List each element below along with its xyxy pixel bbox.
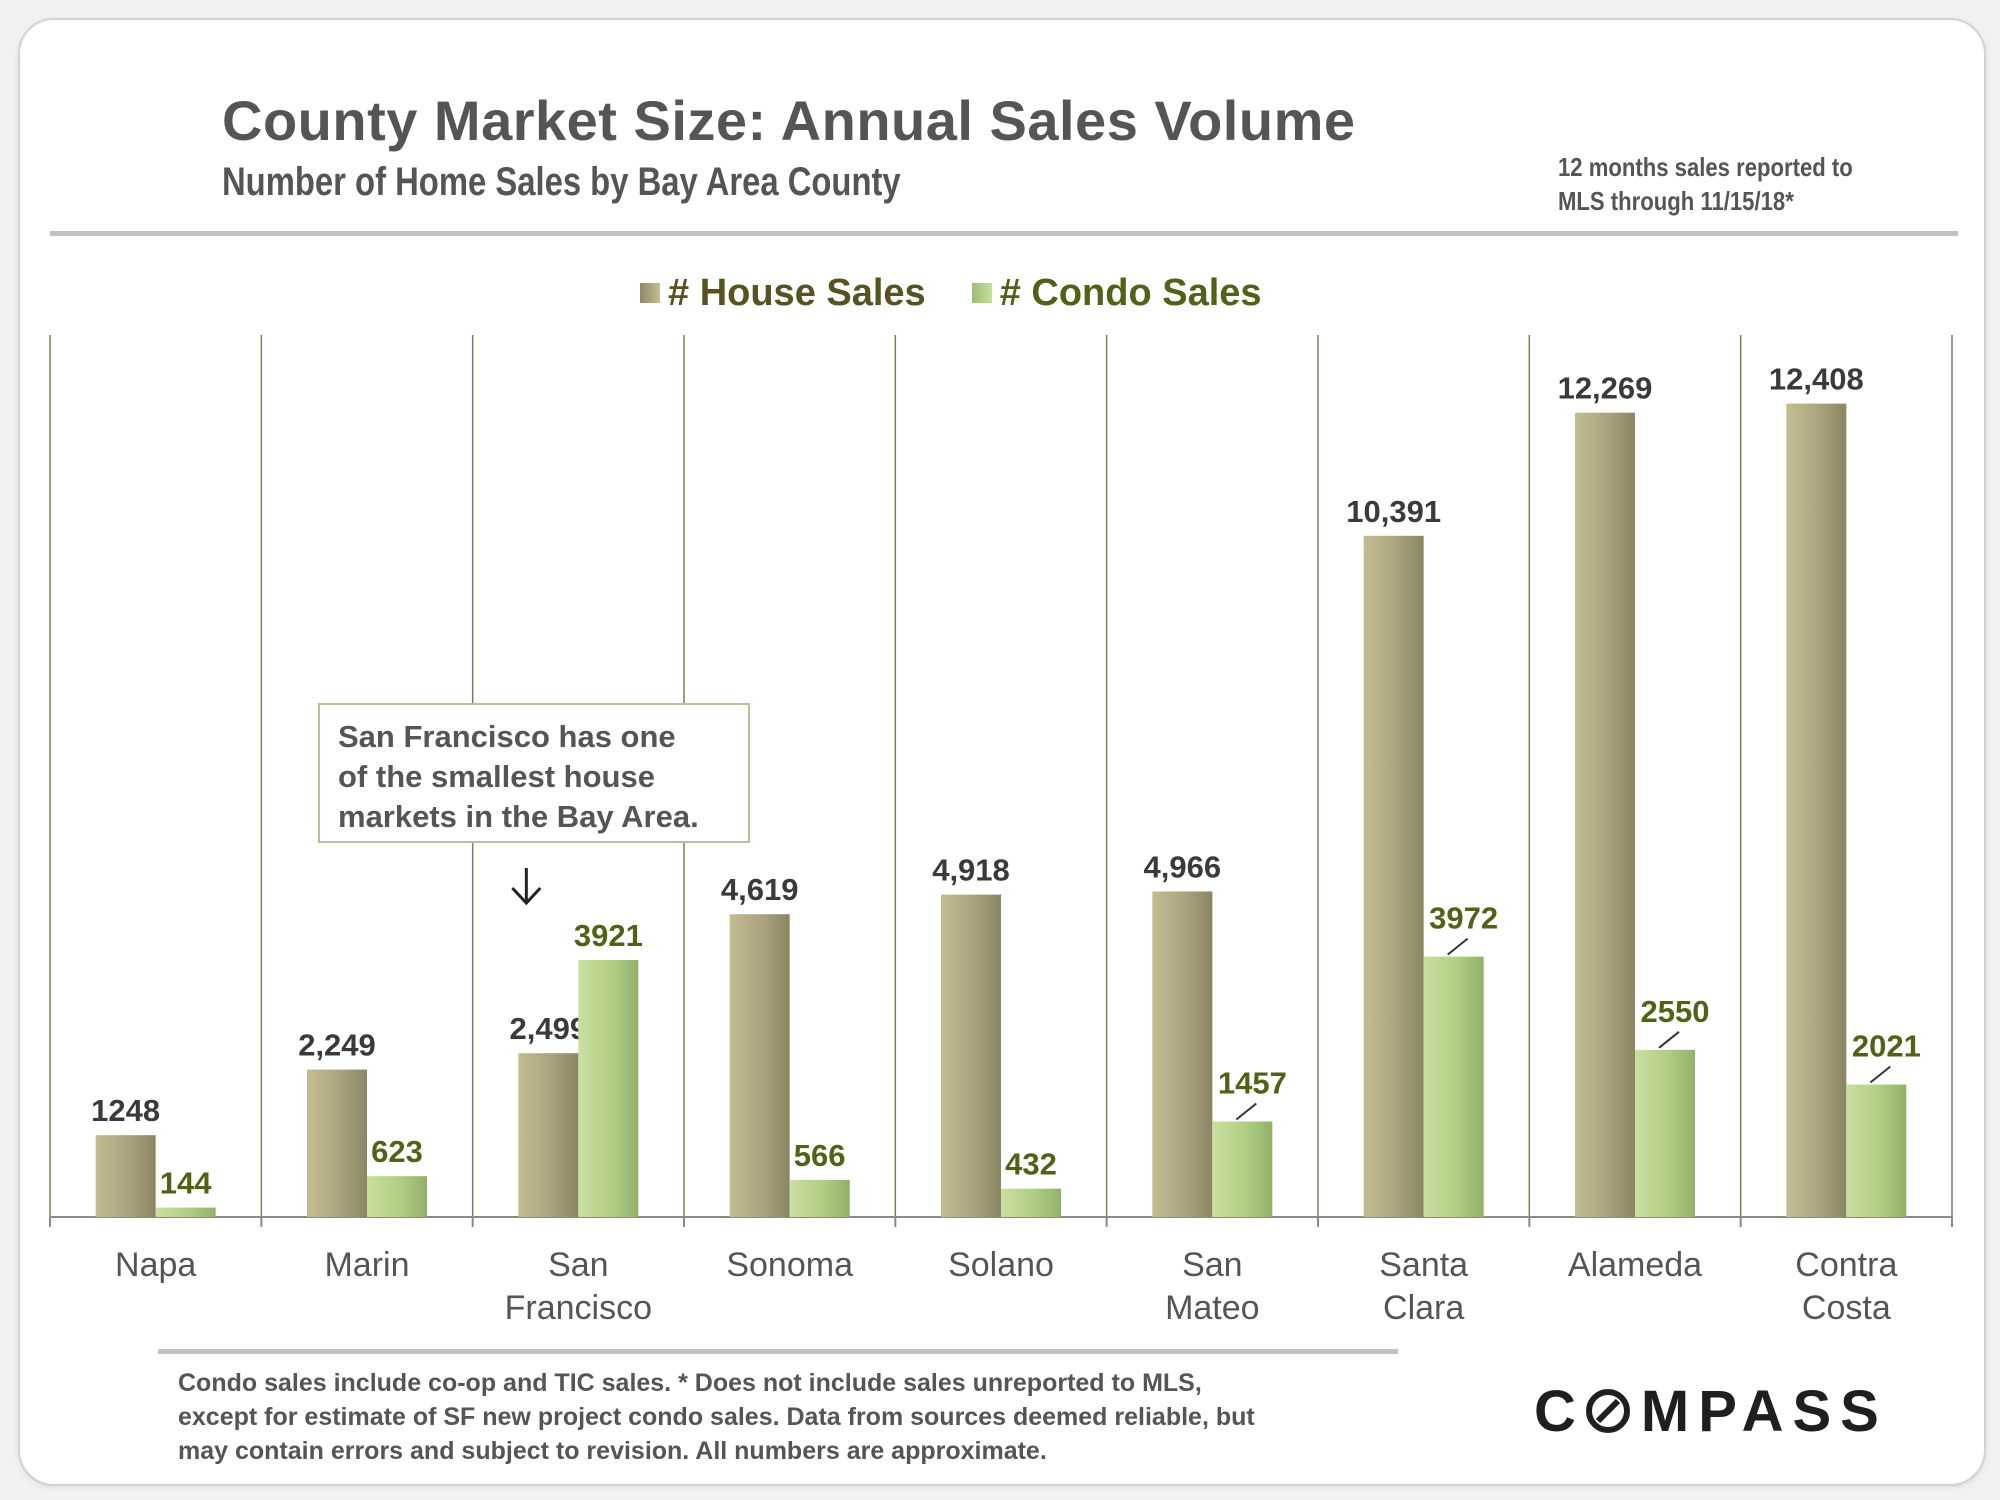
legend-label-house: # House Sales [668,271,926,314]
condo-value-label: 432 [1005,1147,1057,1182]
category-label: Costa [1802,1289,1891,1327]
header-divider [50,231,1958,236]
condo-value-label: 566 [794,1138,846,1173]
data-period-note: 12 months sales reported to MLS through … [1558,150,1853,218]
callout-line-2: of the smallest house [338,759,655,794]
condo-bar [367,1176,427,1217]
category-label: Contra [1795,1246,1897,1284]
legend-item-condo: # Condo Sales [971,271,1262,315]
condo-value-label: 2021 [1852,1029,1921,1064]
category-label: Sonoma [726,1246,853,1284]
chart-title: County Market Size: Annual Sales Volume [222,89,1356,152]
category-label: San [548,1246,609,1284]
footer-divider [158,1349,1398,1354]
legend-item-house: # House Sales [640,272,926,315]
chart-legend: # House Sales # Condo Sales [640,268,1308,318]
compass-logo: C MPASS [1534,1376,1888,1446]
condo-value-label: 3972 [1429,901,1498,936]
condo-bar [1423,956,1484,1217]
condo-bar [1001,1188,1061,1217]
house-bar [1786,403,1847,1217]
footnote-line-3: may contain errors and subject to revisi… [178,1437,1047,1465]
legend-label-condo: # Condo Sales [999,271,1262,314]
category-label: Solano [948,1246,1054,1284]
house-value-label: 12,269 [1558,371,1653,406]
condo-bar [1212,1121,1273,1217]
data-period-note-line-1: 12 months sales reported to [1558,152,1853,182]
house-bar [1575,412,1635,1218]
category-label: Alameda [1568,1246,1702,1284]
category-label: Marin [324,1246,409,1284]
value-label-leader [1235,1102,1257,1121]
house-value-label: 2,499 [510,1011,588,1046]
footnote: Condo sales include co-op and TIC sales.… [178,1366,1255,1468]
value-label-leader [1869,1065,1891,1084]
condo-value-label: 623 [371,1134,423,1169]
condo-value-label: 2550 [1641,994,1710,1029]
data-period-note-line-2: MLS through 11/15/18* [1558,186,1794,216]
logo-letter-c: C [1534,1378,1585,1444]
condo-value-label: 3921 [574,918,643,953]
condo-bar [155,1207,216,1217]
category-label: Francisco [505,1289,652,1327]
chart-subtitle: Number of Home Sales by Bay Area County [222,160,901,204]
category-label: Clara [1383,1289,1464,1327]
compass-o-icon [1585,1389,1630,1433]
logo-letters: MPASS [1640,1378,1888,1444]
house-bar [307,1069,367,1217]
category-label: Mateo [1165,1289,1260,1327]
house-value-label: 1248 [91,1093,160,1128]
legend-swatch-house [640,283,660,303]
house-bar [518,1053,579,1217]
category-label: Santa [1379,1246,1468,1284]
house-value-label: 4,619 [721,872,799,907]
condo-bar [1846,1084,1907,1217]
house-value-label: 12,408 [1769,362,1864,397]
callout-line-3: markets in the Bay Area. [338,799,699,834]
callout-line-1: San Francisco has one [338,719,676,754]
house-bar [1152,891,1213,1217]
house-bar [941,894,1001,1217]
down-arrow-icon [511,886,542,906]
value-label-leader [1447,937,1469,956]
house-value-label: 2,249 [298,1028,376,1063]
value-label-leader [1658,1031,1680,1049]
footnote-line-1: Condo sales include co-op and TIC sales.… [178,1369,1202,1397]
condo-bar [578,959,639,1217]
house-value-label: 4,918 [932,853,1010,888]
legend-swatch-condo [971,283,992,303]
house-value-label: 10,391 [1346,494,1441,529]
house-bar [95,1135,156,1217]
category-label: San [1182,1246,1243,1284]
annotation-callout: San Francisco has one of the smallest ho… [318,703,750,843]
condo-bar [1635,1049,1695,1217]
house-bar [729,914,790,1217]
house-value-label: 4,966 [1144,849,1222,884]
house-bar [1363,535,1424,1217]
condo-value-label: 144 [160,1166,212,1201]
category-label: Napa [115,1246,196,1284]
footnote-line-2: except for estimate of SF new project co… [178,1403,1255,1431]
condo-value-label: 1457 [1218,1065,1287,1100]
condo-bar [789,1179,850,1217]
